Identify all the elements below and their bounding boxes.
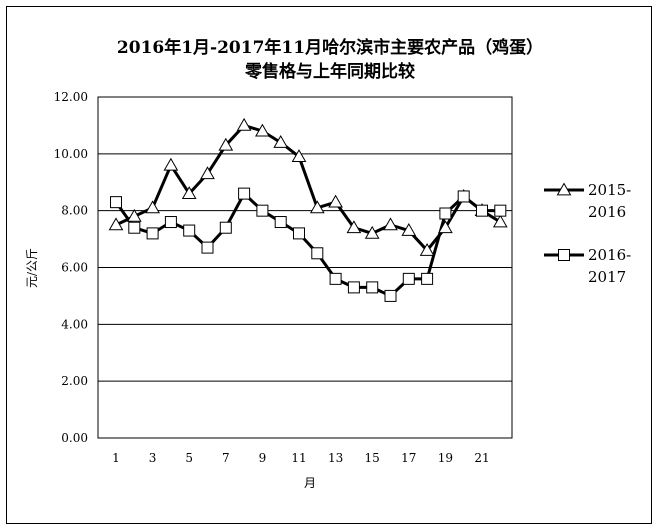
x-tick-label: 1: [112, 451, 120, 465]
data-point-2016-2017: [402, 272, 415, 285]
x-axis-ticks: 1 3 5 7 9 11 13 15 17 19 21: [112, 451, 489, 465]
series-line-2016-2017: [114, 192, 501, 298]
series-line-2015-2016: [115, 123, 502, 252]
data-point-2015-2016: [419, 242, 435, 256]
y-axis-ticks: 0.00 2.00 4.00 6.00 8.00 10.00 12.00: [54, 90, 88, 445]
data-point-2015-2016: [236, 117, 252, 131]
x-tick-label: 5: [185, 451, 193, 465]
plot-area-border: [97, 96, 513, 439]
data-point-2016-2017: [164, 216, 177, 229]
data-point-2016-2017: [238, 187, 251, 200]
data-point-2016-2017: [311, 247, 324, 260]
data-point-2016-2017: [384, 289, 397, 302]
y-tick-label: 4.00: [61, 317, 88, 331]
data-point-2015-2016: [218, 137, 234, 151]
data-point-2015-2016: [328, 194, 343, 208]
legend-marker: [556, 182, 572, 196]
data-point-2016-2017: [457, 190, 470, 203]
data-point-2016-2017: [274, 216, 287, 229]
data-point-2015-2016: [309, 200, 325, 214]
data-point-2015-2016: [200, 166, 215, 180]
legend-marker: [558, 249, 570, 261]
data-point-2016-2017: [293, 227, 305, 240]
data-point-2015-2016: [255, 123, 270, 137]
y-tick-label: 12.00: [54, 90, 88, 104]
data-point-2015-2016: [181, 186, 197, 199]
x-tick-label: 17: [401, 451, 416, 465]
data-point-2016-2017: [110, 196, 122, 209]
data-point-2015-2016: [346, 220, 362, 234]
data-point-2015-2016: [145, 200, 160, 214]
legend: 2015-2016 2016-2017: [544, 181, 631, 286]
data-point-2015-2016: [163, 157, 179, 171]
data-point-2015-2016: [108, 217, 124, 231]
x-tick-label: 11: [291, 451, 306, 465]
data-point-2016-2017: [494, 204, 507, 217]
x-tick-label: 21: [474, 451, 489, 465]
chart-subtitle: 零售格与上年同期比较: [245, 62, 415, 82]
data-point-2016-2017: [439, 207, 452, 220]
series-lines: [114, 123, 502, 298]
legend-label: 2015-2016: [588, 181, 631, 221]
data-point-2016-2017: [201, 241, 214, 254]
y-axis-label: 元/公斤: [25, 248, 39, 288]
y-tick-label: 0.00: [61, 431, 88, 445]
data-point-2016-2017: [366, 281, 379, 294]
data-point-2015-2016: [383, 217, 398, 231]
data-point-2016-2017: [421, 272, 434, 285]
data-point-2015-2016: [401, 223, 417, 236]
data-point-2015-2016: [492, 214, 508, 228]
data-point-2016-2017: [183, 224, 196, 237]
y-tick-label: 8.00: [61, 204, 88, 218]
x-tick-label: 15: [365, 451, 380, 465]
data-point-2015-2016: [438, 220, 453, 234]
data-point-2015-2016: [273, 134, 289, 148]
x-axis-label: 月: [304, 476, 316, 490]
x-tick-label: 19: [438, 451, 453, 465]
data-point-2015-2016: [126, 208, 142, 222]
legend-label: 2016-2017: [588, 246, 631, 286]
chart-frame: [6, 6, 652, 524]
data-point-2016-2017: [347, 281, 360, 294]
data-point-2015-2016: [291, 149, 307, 163]
data-point-2016-2017: [219, 221, 232, 234]
chart-title: 2016年1月-2017年11月哈尔滨市主要农产品（鸡蛋）: [116, 38, 544, 58]
x-tick-label: 9: [259, 451, 267, 465]
x-tick-label: 7: [222, 451, 230, 465]
data-point-2016-2017: [476, 204, 488, 217]
y-tick-label: 10.00: [54, 147, 88, 161]
data-point-2015-2016: [364, 225, 380, 239]
x-tick-label: 3: [149, 451, 157, 465]
y-tick-label: 6.00: [61, 261, 88, 275]
series-markers: [108, 117, 508, 302]
data-point-2016-2017: [256, 204, 269, 217]
data-point-2016-2017: [146, 227, 159, 240]
data-point-2016-2017: [329, 272, 342, 285]
y-tick-label: 2.00: [61, 374, 88, 388]
data-point-2016-2017: [128, 221, 141, 234]
x-tick-label: 13: [328, 451, 343, 465]
